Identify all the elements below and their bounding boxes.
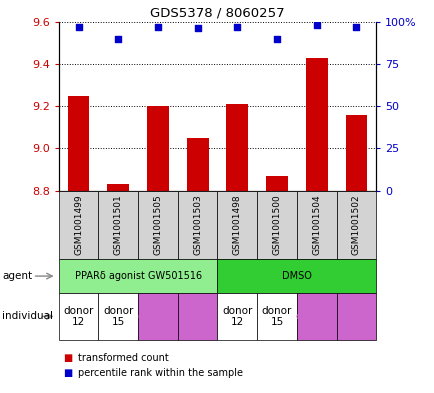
Point [233,24,240,30]
Text: individual: individual [2,311,53,321]
Text: GSM1001499: GSM1001499 [74,195,83,255]
Text: donor
12: donor 12 [63,306,94,327]
Point [75,24,82,30]
Bar [266,176,287,191]
Text: donor 31: donor 31 [296,312,336,321]
Text: PPARδ agonist GW501516: PPARδ agonist GW501516 [74,271,201,281]
Point [115,35,122,42]
Point [194,25,201,31]
Text: donor
15: donor 15 [261,306,292,327]
Text: donor 8: donor 8 [338,312,373,321]
Text: donor 8: donor 8 [180,312,214,321]
Title: GDS5378 / 8060257: GDS5378 / 8060257 [150,6,284,19]
Text: GSM1001502: GSM1001502 [351,195,360,255]
Text: percentile rank within the sample: percentile rank within the sample [78,368,243,378]
Text: transformed count: transformed count [78,353,169,363]
Text: DMSO: DMSO [281,271,311,281]
Bar [147,106,168,191]
Text: ■: ■ [63,368,72,378]
Text: GSM1001498: GSM1001498 [232,195,241,255]
Bar [345,114,366,191]
Bar [226,104,248,191]
Text: agent: agent [2,271,32,281]
Text: donor 31: donor 31 [137,312,178,321]
Point [352,24,359,30]
Text: ■: ■ [63,353,72,363]
Text: GSM1001500: GSM1001500 [272,195,281,255]
Text: donor
15: donor 15 [103,306,133,327]
Text: GSM1001501: GSM1001501 [114,195,122,255]
Text: GSM1001505: GSM1001505 [153,195,162,255]
Text: GSM1001504: GSM1001504 [312,195,320,255]
Point [154,24,161,30]
Bar [186,138,208,191]
Text: donor
12: donor 12 [222,306,252,327]
Text: GSM1001503: GSM1001503 [193,195,202,255]
Bar [68,95,89,191]
Bar [305,57,327,191]
Point [312,22,319,28]
Bar [107,184,129,191]
Point [273,35,280,42]
